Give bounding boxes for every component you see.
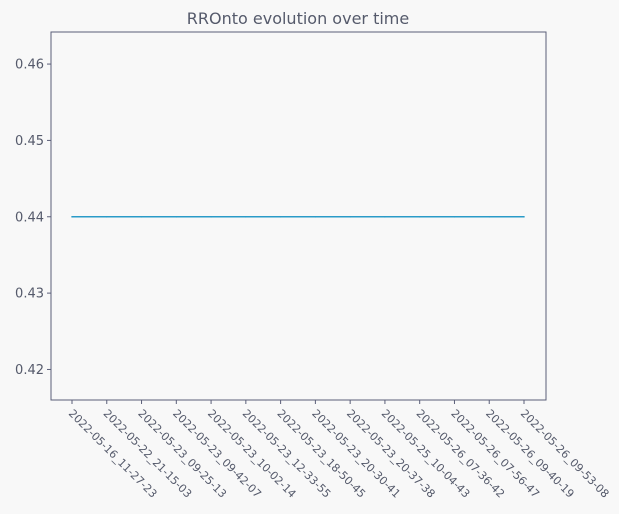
- data-point: [314, 215, 317, 218]
- y-tick-label: 0.45: [15, 134, 44, 149]
- data-point: [349, 215, 351, 218]
- data-point: [418, 215, 421, 218]
- chart-title: RROnto evolution over time: [187, 9, 409, 28]
- data-point: [453, 215, 456, 218]
- data-point: [523, 215, 525, 218]
- data-point: [279, 215, 282, 218]
- data-point: [245, 215, 247, 218]
- y-tick-label: 0.43: [15, 287, 44, 302]
- y-axis: 0.42 0.43 0.44 0.45 0.46: [15, 58, 51, 378]
- data-point: [384, 215, 386, 218]
- y-tick-label: 0.44: [15, 210, 44, 225]
- data-point: [175, 215, 178, 218]
- y-tick-label: 0.42: [15, 363, 44, 378]
- data-point: [71, 215, 73, 218]
- data-point: [140, 215, 143, 218]
- x-axis: 2022-05-16_11-27-232022-05-22_21-15-0320…: [66, 400, 611, 501]
- data-point: [105, 215, 108, 218]
- data-point: [488, 215, 491, 218]
- y-tick-label: 0.46: [15, 58, 44, 73]
- data-point: [210, 215, 212, 218]
- series-layer: [71, 215, 525, 218]
